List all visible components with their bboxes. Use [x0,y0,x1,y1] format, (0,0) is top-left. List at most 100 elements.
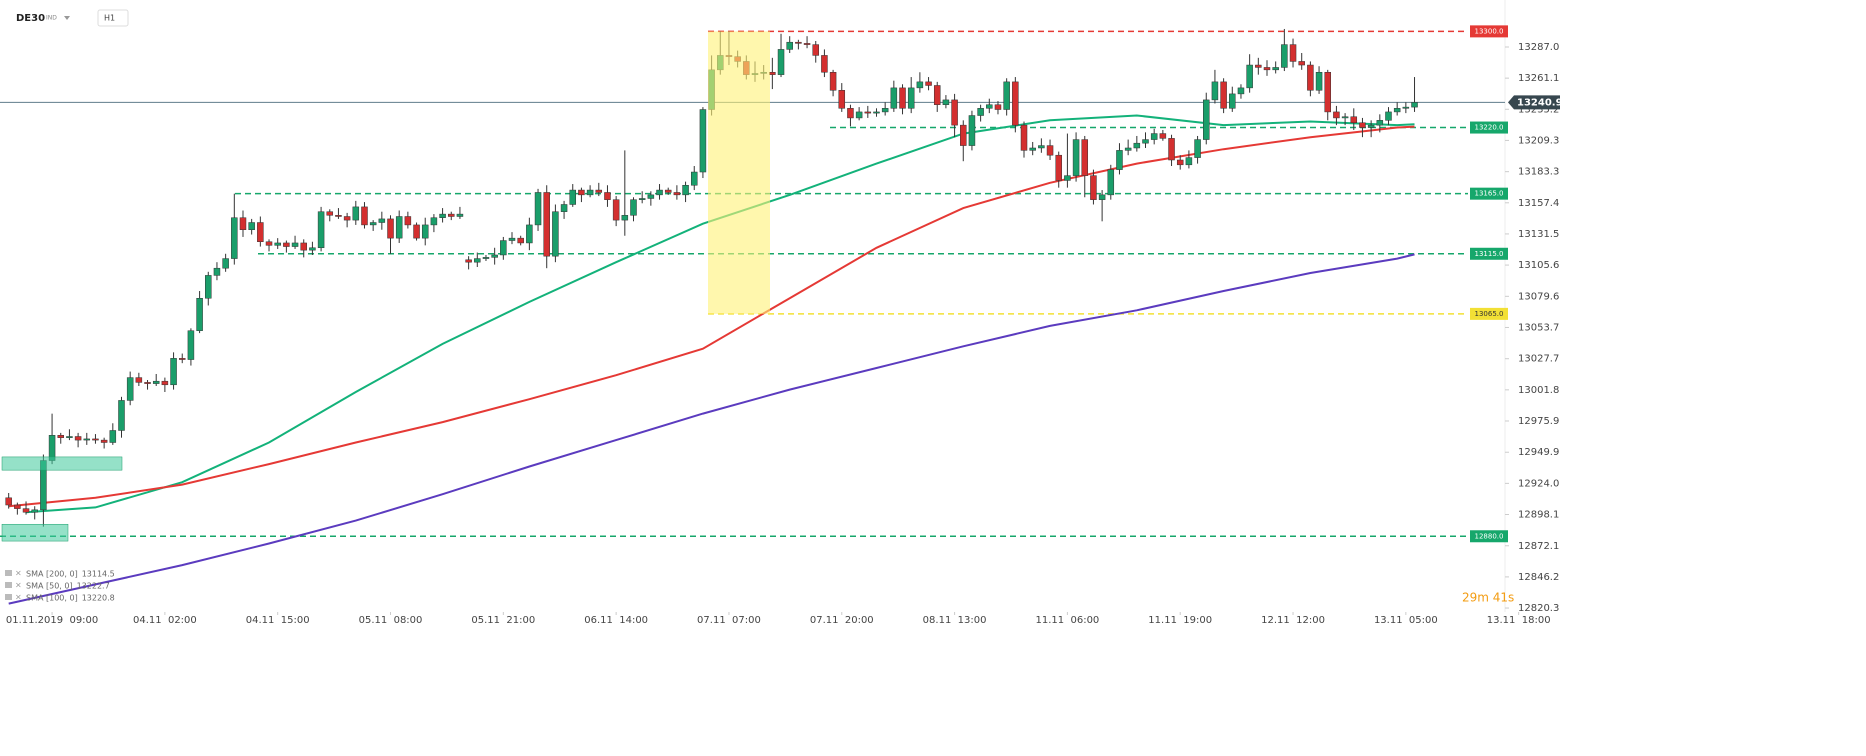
candle-body [474,258,481,263]
candle-body [986,104,993,109]
candle-body [699,109,707,173]
candle-body [517,237,524,244]
candle-body [586,189,594,196]
candle-body [803,43,811,45]
legend-remove[interactable]: × [15,581,22,590]
candle-body [1003,81,1010,110]
candle-body [881,108,889,113]
candle-body [543,192,550,257]
candle-body [1298,61,1305,66]
candle-body [526,224,533,244]
candle-body [1081,139,1089,176]
candle-body [552,211,559,257]
candle-body [378,218,386,223]
candle-body [829,71,837,91]
candle-body [309,247,316,251]
candle-body [326,211,334,216]
candle-body [74,436,82,441]
candle-body [109,430,117,443]
candle-body [1072,139,1080,176]
candle-body [664,189,672,193]
candle-body [925,81,932,86]
candle-body [222,258,229,269]
candle-body [690,171,698,186]
candle-body [638,198,646,200]
candle-body [960,124,967,146]
candle-body [1159,133,1167,139]
legend-remove[interactable]: × [15,593,22,602]
candle-body [942,99,950,105]
candle-body [786,41,793,50]
candle-body [395,216,403,239]
candle-body [1055,154,1062,181]
candle-body [569,189,577,205]
candle-body [1324,71,1331,113]
candle-body [196,297,203,331]
candle-body [1116,150,1123,170]
candle-body [769,71,776,75]
y-tick-label: 13001.8 [1518,385,1559,396]
legend-value: 13114.5 [82,570,115,579]
timeframe-box[interactable] [97,9,129,27]
candle-body [404,216,412,226]
y-tick-label: 13261.1 [1518,73,1559,84]
level-label-box [1470,25,1508,38]
candle-body [994,104,1002,110]
timeframe[interactable]: H1 [104,14,115,23]
candle-body [1229,93,1236,109]
x-tick-label: 04.11 15:00 [246,615,310,626]
candle-body [118,400,125,431]
y-tick-label: 12949.9 [1518,447,1559,458]
x-tick-label: 13.11 05:00 [1374,615,1438,626]
candle-body [1237,87,1245,95]
candle-body [14,504,21,509]
candle-body [890,87,898,109]
symbol-dropdown[interactable] [64,16,70,20]
legend-icon[interactable] [5,582,12,588]
candle-body [1411,102,1418,108]
symbol[interactable]: DE30 [16,13,45,24]
candle-body [135,377,143,383]
candle-body [413,224,420,239]
candle-body [855,111,863,119]
level-label: 13165.0 [1475,190,1504,198]
candle-body [1020,124,1028,151]
candle-body [343,216,351,221]
level-label-box [1470,121,1508,134]
legend-icon[interactable] [5,570,12,576]
candle-body [144,382,151,384]
candle-body [248,222,255,230]
candle-body [1272,67,1279,71]
candle-body [57,435,64,438]
candle-body [864,111,872,114]
candle-body [361,206,368,226]
x-tick-label: 11.11 06:00 [1035,615,1099,626]
candle-body [161,380,169,386]
candle-body [335,215,342,217]
candle-body [456,213,464,217]
candle-body [1038,145,1045,149]
candle-body [621,215,629,221]
y-tick-label: 12872.1 [1518,541,1559,552]
candle-body [300,242,307,251]
legend-icon[interactable] [5,594,12,600]
ma-line [8,253,1415,605]
candle-body [1194,139,1201,158]
legend-remove[interactable]: × [15,569,22,578]
candle-body [482,257,490,259]
y-tick-label: 12820.3 [1518,603,1559,614]
candle-body [933,85,941,105]
last-price-label: 13240.9 [1517,97,1563,108]
candle-body [430,217,438,226]
y-tick-label: 13157.4 [1518,198,1559,209]
candle-body [500,240,507,256]
y-tick-label: 13183.3 [1518,167,1559,178]
candle-body [1012,81,1019,126]
candle-body [178,358,186,360]
candle-body [1376,120,1384,126]
candle-body [448,213,455,217]
candle-body [595,189,603,193]
y-tick-label: 12975.9 [1518,416,1559,427]
